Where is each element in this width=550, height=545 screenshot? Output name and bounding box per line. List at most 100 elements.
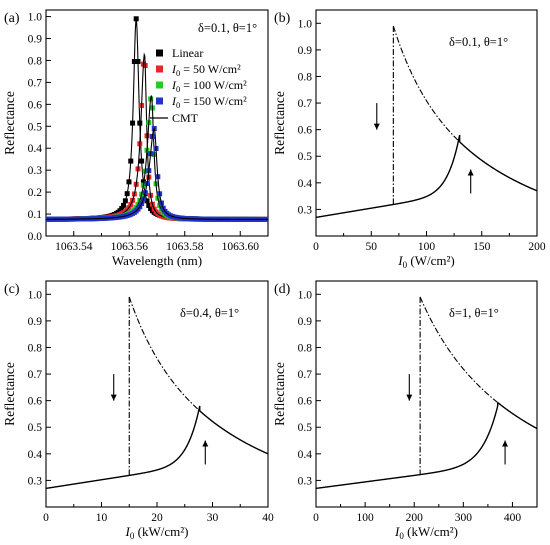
y-tick-label: 0.6 [298,125,313,137]
x-tick-label: 0 [43,512,49,524]
legend-marker [156,65,163,73]
y-tick-label: 0.5 [28,422,43,434]
x-tick-label: 200 [406,512,424,524]
panel-b: 0 50 100 150 200 0.3 0.4 0.5 0.6 0.7 0.8 0.9 1.0 (b) R… [272,9,546,270]
upper-branch [459,141,537,192]
y-tick-label: 0.2 [28,187,43,199]
arrow-down-head [110,394,117,401]
y-tick-label: 1.0 [298,289,313,301]
arrow-down-head [373,123,380,130]
x-tick-label: 100 [418,241,436,253]
x-tick-label: 300 [455,512,473,524]
x-tick-label: 30 [207,512,219,524]
y-tick-label: 0.7 [298,369,313,381]
y-tick-label: 0.4 [298,178,313,190]
panel-label: (b) [274,11,291,26]
y-tick-label: 1.0 [28,12,43,24]
x-tick-label: 1063.60 [222,241,260,253]
legend-label: CMT [172,111,199,125]
x-axis-label: I0 (kW/cm²) [394,524,458,541]
y-tick-label: 0.4 [298,449,313,461]
y-axis-label: Reflectance [2,91,17,155]
y-tick-label: 0.1 [28,209,43,221]
y-tick-label: 0.3 [298,204,313,216]
panel-label: (a) [4,11,20,26]
y-axis-label: Reflectance [272,362,287,426]
legend-marker [156,97,163,105]
annotation: δ=0.1, θ=1° [198,21,257,35]
x-axis-label: Wavelength (nm) [112,253,202,268]
x-tick-label: 1063.58 [166,241,204,253]
annotation: δ=0.4, θ=1° [180,306,239,320]
data-point [133,16,139,22]
y-tick-label: 0.9 [28,316,43,328]
y-tick-label: 0.8 [298,71,313,83]
panel-label: (c) [4,282,20,297]
legend-marker [156,49,163,57]
y-tick-label: 0.4 [28,449,43,461]
y-tick-label: 0.3 [28,475,43,487]
y-tick-label: 0.6 [28,396,43,408]
y-tick-label: 0.6 [298,396,313,408]
x-tick-label: 200 [528,241,546,253]
upper-branch [497,402,537,430]
x-tick-label: 50 [366,241,378,253]
legend-label: Linear [172,46,203,60]
x-tick-label: 20 [151,512,163,524]
plot-area [46,16,268,222]
y-tick-label: 0.8 [298,342,313,354]
unstable-branch [128,296,201,412]
y-tick-label: 0.6 [28,99,43,111]
panel-label: (d) [274,282,291,297]
panel-c: 0 10 20 30 40 0.3 0.4 0.5 0.6 0.7 0.8 0.9 1.0 (c) Refl… [2,280,274,541]
legend-marker [156,81,163,89]
lower-branch [46,405,201,490]
plot-area [46,296,268,490]
x-tick-label: 1063.54 [55,241,93,253]
unstable-branch [419,296,499,404]
y-tick-label: 0.7 [298,98,313,110]
x-axis-label: I0 (W/cm²) [397,253,454,270]
plot-frame [45,9,269,237]
lower-branch [316,134,461,219]
arrow-down-head [406,394,413,401]
arrow-up-head [202,440,209,447]
series-3 [46,125,268,222]
legend-label: I0 = 100 W/cm² [171,78,247,94]
arrow-up-head [502,440,509,447]
y-tick-label: 1.0 [28,289,43,301]
plot-frame [315,280,538,508]
y-tick-label: 0.4 [28,143,43,155]
plot-area [316,25,537,219]
y-tick-label: 0.5 [298,422,313,434]
x-tick-label: 400 [504,512,522,524]
y-tick-label: 0.3 [28,165,43,177]
annotation: δ=1, θ=1° [449,306,499,320]
plot-area [316,296,537,490]
arrow-up-head [467,169,474,176]
legend-label: I0 = 50 W/cm² [171,62,241,78]
y-tick-label: 0.0 [28,231,43,243]
unstable-branch [392,25,461,143]
y-tick-label: 1.0 [298,18,313,30]
y-tick-label: 0.9 [28,34,43,46]
y-tick-label: 0.3 [298,475,313,487]
annotation: δ=0.1, θ=1° [449,35,508,49]
x-axis-label: I0 (kW/cm²) [125,524,189,541]
x-tick-label: 1063.56 [111,241,149,253]
x-tick-label: 150 [473,241,491,253]
legend-label: I0 = 150 W/cm² [171,94,247,110]
panel-a: 1063.54 1063.56 1063.58 1063.60 0.0 0.1 0.2 0.3… [2,9,269,268]
y-tick-label: 0.8 [28,55,43,67]
upper-branch [199,410,268,455]
x-tick-label: 0 [313,512,319,524]
x-tick-label: 10 [96,512,108,524]
y-tick-label: 0.5 [298,151,313,163]
x-tick-label: 0 [313,241,319,253]
panel-d: 0 100 200 300 400 0.3 0.4 0.5 0.6 0.7 0.8 0.9 1.0 (d)… [272,280,538,541]
y-tick-label: 0.7 [28,77,43,89]
y-tick-label: 0.9 [298,45,313,57]
y-tick-label: 0.5 [28,121,43,133]
